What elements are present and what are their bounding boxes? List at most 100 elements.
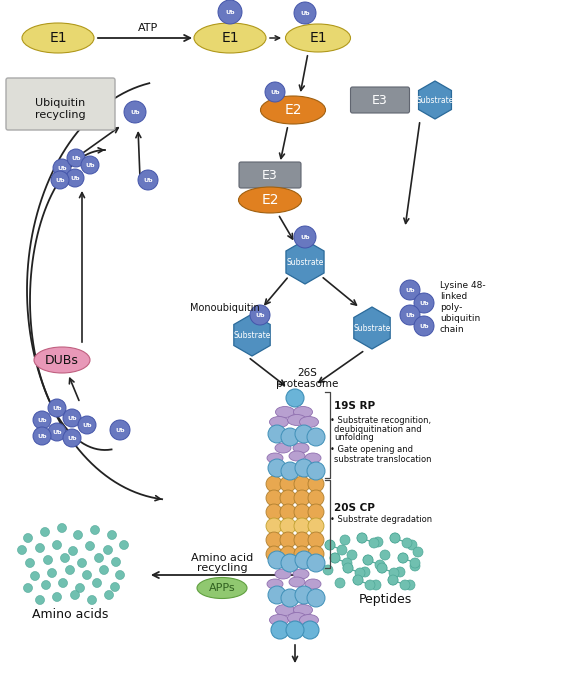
Circle shape (308, 490, 324, 506)
Circle shape (400, 280, 420, 300)
Circle shape (280, 546, 296, 562)
Circle shape (71, 590, 80, 599)
Text: E1: E1 (221, 31, 239, 45)
Circle shape (295, 459, 313, 477)
Circle shape (357, 533, 367, 543)
Text: Ub: Ub (270, 90, 280, 95)
Circle shape (42, 580, 50, 590)
Circle shape (68, 547, 77, 556)
Circle shape (48, 399, 66, 417)
Circle shape (405, 580, 415, 590)
Text: Ub: Ub (70, 175, 80, 181)
Ellipse shape (293, 569, 309, 579)
Ellipse shape (286, 24, 351, 52)
Ellipse shape (267, 453, 283, 463)
Text: Ub: Ub (300, 10, 310, 16)
Circle shape (81, 156, 99, 174)
Circle shape (342, 558, 352, 568)
Circle shape (398, 553, 408, 563)
Circle shape (24, 534, 33, 543)
Ellipse shape (22, 23, 94, 53)
Circle shape (111, 582, 119, 592)
Text: Substrate: Substrate (286, 258, 324, 266)
Circle shape (294, 2, 316, 24)
Text: Ub: Ub (67, 416, 77, 421)
Ellipse shape (260, 96, 325, 124)
Circle shape (402, 538, 412, 548)
Circle shape (33, 411, 51, 429)
Circle shape (116, 571, 125, 580)
Text: 20S CP: 20S CP (334, 503, 375, 513)
Circle shape (51, 171, 69, 189)
Circle shape (294, 546, 310, 562)
Circle shape (266, 532, 282, 548)
Circle shape (307, 462, 325, 480)
Circle shape (330, 553, 340, 563)
Text: poly-: poly- (440, 303, 462, 312)
Circle shape (294, 476, 310, 492)
Polygon shape (354, 307, 390, 349)
Circle shape (280, 532, 296, 548)
Text: Amino acids: Amino acids (32, 608, 108, 621)
Text: substrate translocation: substrate translocation (334, 455, 431, 464)
Circle shape (266, 546, 282, 562)
Circle shape (286, 621, 304, 639)
Circle shape (53, 540, 62, 549)
Text: Peptides: Peptides (358, 593, 412, 606)
Circle shape (360, 567, 370, 577)
Circle shape (266, 490, 282, 506)
Ellipse shape (267, 579, 283, 589)
Text: ATP: ATP (138, 23, 158, 33)
Text: chain: chain (440, 325, 465, 334)
Circle shape (343, 563, 353, 573)
Circle shape (286, 389, 304, 407)
Circle shape (82, 571, 91, 580)
Circle shape (294, 226, 316, 248)
Circle shape (104, 590, 113, 599)
Text: Ub: Ub (85, 162, 95, 168)
Circle shape (340, 535, 350, 545)
Circle shape (268, 551, 286, 569)
Text: 19S RP: 19S RP (334, 401, 375, 411)
Text: Ub: Ub (405, 312, 415, 318)
Circle shape (124, 101, 146, 123)
Circle shape (363, 555, 373, 565)
Circle shape (295, 586, 313, 604)
Circle shape (400, 580, 410, 590)
Text: E2: E2 (261, 193, 279, 207)
Ellipse shape (287, 612, 306, 623)
Circle shape (280, 504, 296, 520)
Circle shape (330, 553, 340, 563)
Circle shape (280, 490, 296, 506)
Circle shape (266, 518, 282, 534)
Circle shape (398, 553, 408, 563)
Circle shape (73, 530, 82, 540)
Circle shape (17, 545, 26, 554)
Circle shape (353, 575, 363, 585)
Circle shape (308, 518, 324, 534)
Circle shape (308, 532, 324, 548)
Text: ubiquitin: ubiquitin (440, 314, 480, 323)
Circle shape (44, 556, 53, 564)
Text: Ub: Ub (37, 417, 47, 423)
Circle shape (294, 518, 310, 534)
Text: Ub: Ub (300, 234, 310, 240)
Polygon shape (286, 240, 324, 284)
Circle shape (110, 420, 130, 440)
Circle shape (268, 459, 286, 477)
Text: recycling: recycling (197, 563, 247, 573)
Circle shape (410, 561, 420, 571)
Circle shape (294, 504, 310, 520)
Circle shape (281, 554, 299, 572)
Circle shape (66, 169, 84, 187)
Circle shape (271, 621, 289, 639)
Text: Ub: Ub (57, 166, 67, 171)
Ellipse shape (34, 347, 90, 373)
Text: Monoubiquitin: Monoubiquitin (190, 303, 260, 313)
Text: Ub: Ub (67, 436, 77, 440)
Text: Ub: Ub (52, 429, 62, 434)
Ellipse shape (275, 406, 295, 417)
Circle shape (375, 560, 385, 570)
Circle shape (301, 621, 319, 639)
Ellipse shape (275, 443, 291, 453)
